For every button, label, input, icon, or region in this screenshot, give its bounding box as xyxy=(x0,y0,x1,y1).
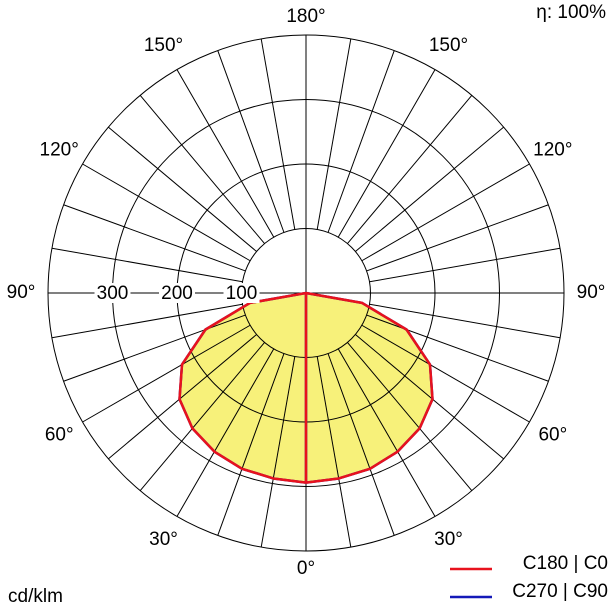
angle-label-left-30: 30° xyxy=(149,529,178,550)
angle-label-left-150: 150° xyxy=(144,35,183,56)
grid-spoke-140-right xyxy=(347,95,473,244)
grid-spoke-40-right xyxy=(347,342,473,491)
grid-spoke-130-left xyxy=(108,126,257,252)
angle-label-right-120: 120° xyxy=(533,140,572,161)
grid-spoke-110-left xyxy=(63,204,246,272)
grid-spoke-10-right xyxy=(316,356,352,548)
grid-spoke-50-right xyxy=(355,334,504,460)
angle-label-180: 180° xyxy=(286,6,325,27)
efficiency-label: η: 100% xyxy=(536,2,606,23)
radial-tick-bg-300 xyxy=(94,283,131,303)
legend: C180 | C0 C270 | C90 xyxy=(450,553,608,602)
grid-spoke-80-right xyxy=(369,303,561,339)
grid-spoke-70-left xyxy=(63,314,246,382)
grid-spoke-120-left xyxy=(82,163,251,262)
grid-spoke-160-left xyxy=(217,50,285,233)
grid-spoke-60-right xyxy=(361,324,530,423)
grid-spoke-70-right xyxy=(366,314,549,382)
angle-label-right-60: 60° xyxy=(538,425,567,446)
grid-spoke-150-left xyxy=(176,69,275,238)
grid-spoke-170-right xyxy=(316,38,352,230)
radial-tick-bg-200 xyxy=(159,283,195,303)
grid-spoke-30-left xyxy=(176,348,275,517)
radial-tick-label-200: 200 xyxy=(161,283,193,304)
angle-label-left-120: 120° xyxy=(40,140,79,161)
distribution-curves xyxy=(178,291,434,484)
angle-label-left-90: 90° xyxy=(7,282,36,303)
grid-spoke-50-left xyxy=(108,334,257,460)
polar-grid xyxy=(47,34,565,552)
grid-spoke-10-left xyxy=(260,356,296,548)
angle-label-right-150: 150° xyxy=(429,35,468,56)
series-curve-c180-c0 xyxy=(178,291,434,484)
grid-spoke-40-left xyxy=(139,342,265,491)
grid-spoke-30-right xyxy=(337,348,436,517)
grid-spoke-130-right xyxy=(355,126,504,252)
grid-spoke-160-right xyxy=(327,50,395,233)
grid-spoke-100-right xyxy=(369,247,561,283)
radial-tick-bg-100 xyxy=(223,283,260,303)
angle-label-right-30: 30° xyxy=(434,529,463,550)
grid-spoke-110-right xyxy=(366,204,549,272)
grid-spoke-150-right xyxy=(337,69,436,238)
radial-tick-label-100: 100 xyxy=(226,283,258,304)
unit-label: cd/klm xyxy=(8,586,63,607)
grid-spoke-170-left xyxy=(260,38,296,230)
grid-spoke-100-left xyxy=(51,247,243,283)
grid-spoke-120-right xyxy=(361,163,530,262)
radial-tick-label-300: 300 xyxy=(97,283,129,304)
grid-spoke-80-left xyxy=(51,303,243,339)
angle-label-right-90: 90° xyxy=(577,282,606,303)
axis-labels: 0° 180° 30° 30° 60° 60° 90° 90° 120° 120° 150° 150°… xyxy=(7,6,606,579)
grid-spoke-140-left xyxy=(139,95,265,244)
grid-spoke-20-right xyxy=(327,353,395,536)
grid-spoke-20-left xyxy=(217,353,285,536)
grid-spoke-60-left xyxy=(82,324,251,423)
legend-label-c180-c0: C180 | C0 xyxy=(523,553,608,574)
legend-label-c270-c90: C270 | C90 xyxy=(512,581,608,602)
angle-label-0: 0° xyxy=(297,558,315,579)
angle-label-left-60: 60° xyxy=(45,425,74,446)
